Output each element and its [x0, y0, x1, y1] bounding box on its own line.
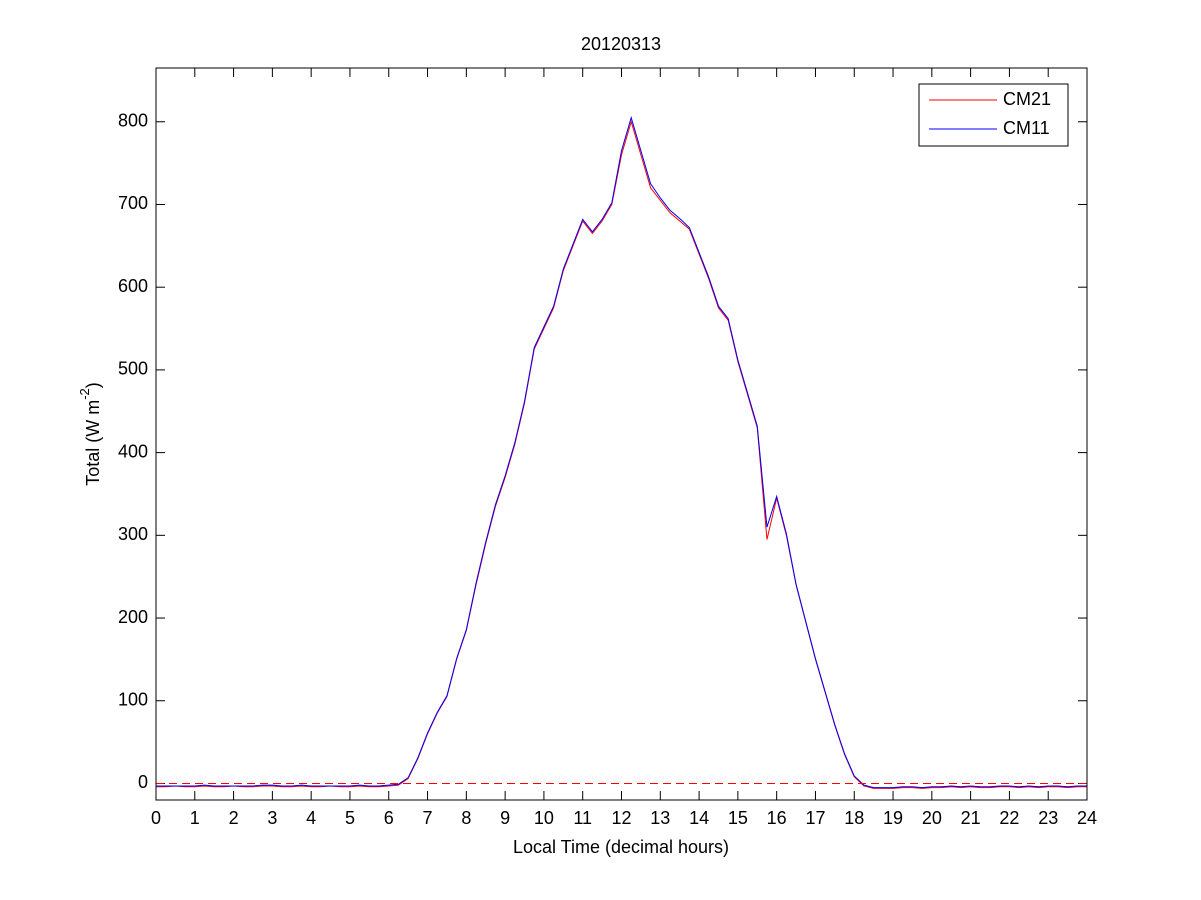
series-line [156, 119, 1087, 789]
x-tick-label: 23 [1038, 808, 1058, 828]
y-axis-label: Total (W m-2) [77, 382, 102, 486]
x-tick-label: 14 [689, 808, 709, 828]
x-tick-label: 17 [805, 808, 825, 828]
x-tick-label: 21 [961, 808, 981, 828]
x-tick-label: 7 [423, 808, 433, 828]
x-tick-label: 3 [267, 808, 277, 828]
legend-label: CM21 [1003, 89, 1051, 109]
legend-box [918, 83, 1069, 147]
y-tick-label: 700 [118, 193, 148, 213]
x-tick-label: 4 [306, 808, 316, 828]
y-label-sup: -2 [77, 388, 92, 400]
series-line [156, 115, 1087, 789]
x-tick-label: 0 [151, 808, 161, 828]
x-tick-label: 16 [767, 808, 787, 828]
y-tick-label: 0 [138, 772, 148, 792]
x-tick-label: 2 [229, 808, 239, 828]
x-axis-label: Local Time (decimal hours) [513, 837, 729, 857]
x-tick-label: 5 [345, 808, 355, 828]
x-tick-label: 8 [461, 808, 471, 828]
x-tick-label: 15 [728, 808, 748, 828]
x-tick-label: 22 [999, 808, 1019, 828]
y-label-tail: ) [83, 382, 103, 388]
x-tick-label: 1 [190, 808, 200, 828]
y-tick-label: 200 [118, 607, 148, 627]
x-tick-label: 13 [650, 808, 670, 828]
x-tick-label: 11 [573, 808, 592, 828]
x-tick-label: 19 [883, 808, 903, 828]
x-tick-label: 12 [611, 808, 631, 828]
y-tick-label: 500 [118, 359, 148, 379]
x-tick-label: 10 [534, 808, 554, 828]
plot-frame [155, 67, 1088, 801]
y-tick-label: 400 [118, 441, 148, 461]
x-tick-label: 9 [500, 808, 510, 828]
y-label-text: Total (W m [83, 400, 103, 486]
y-tick-label: 600 [118, 276, 148, 296]
x-tick-label: 6 [384, 808, 394, 828]
x-tick-label: 18 [844, 808, 864, 828]
x-tick-label: 20 [922, 808, 942, 828]
y-tick-label: 100 [118, 689, 148, 709]
y-tick-label: 800 [118, 111, 148, 131]
y-tick-label: 300 [118, 524, 148, 544]
x-tick-label: 24 [1077, 808, 1097, 828]
legend-label: CM11 [1003, 118, 1050, 138]
chart-title: 20120313 [581, 34, 661, 54]
